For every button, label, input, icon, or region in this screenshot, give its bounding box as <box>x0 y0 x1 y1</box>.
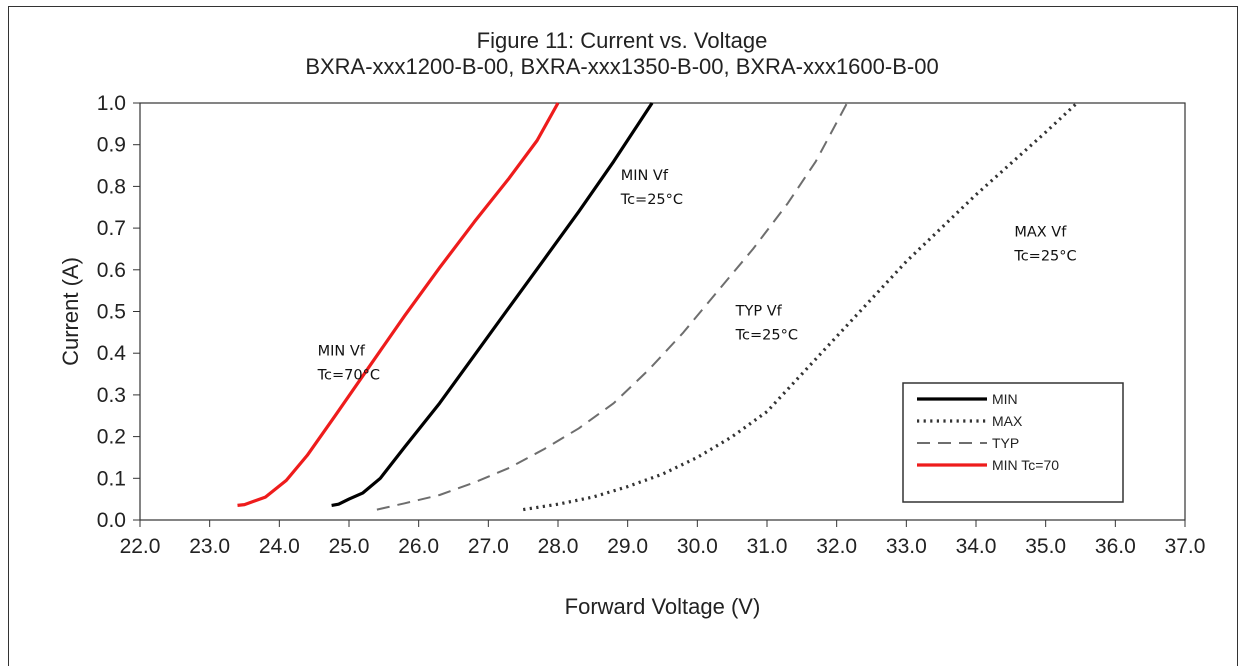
x-tick-label: 26.0 <box>398 535 439 558</box>
x-tick-label: 33.0 <box>886 535 927 558</box>
chart-subtitle: BXRA-xxx1200-B-00, BXRA-xxx1350-B-00, BX… <box>305 54 939 79</box>
y-tick-label: 0.8 <box>97 175 126 198</box>
x-tick-label: 24.0 <box>259 535 300 558</box>
annotation-label: Tc=25°C <box>735 328 798 344</box>
x-tick-label: 27.0 <box>468 535 509 558</box>
y-tick-label: 0.6 <box>97 259 126 282</box>
y-tick-label: 0.5 <box>97 301 126 324</box>
y-tick-label: 0.2 <box>97 426 126 449</box>
x-tick-label: 37.0 <box>1165 535 1206 558</box>
series-line-typ <box>376 102 848 511</box>
x-tick-label: 32.0 <box>816 535 857 558</box>
x-tick-label: 25.0 <box>329 535 370 558</box>
x-tick-label: 30.0 <box>677 535 718 558</box>
annotation-label: Tc=70°C <box>317 367 380 383</box>
y-tick-label: 0.4 <box>97 342 127 365</box>
series-line-min <box>331 102 654 507</box>
x-tick-label: 31.0 <box>747 535 788 558</box>
annotation-label: Tc=25°C <box>620 192 683 208</box>
y-tick-label: 1.0 <box>97 92 126 115</box>
figure-frame <box>8 6 1238 666</box>
series-line-max <box>522 101 1079 512</box>
annotation-label: MAX Vf <box>1014 224 1067 240</box>
legend-label: MIN <box>992 391 1018 407</box>
y-tick-label: 0.7 <box>97 217 126 240</box>
x-tick-label: 36.0 <box>1095 535 1136 558</box>
annotation-label: TYP Vf <box>735 304 783 320</box>
x-tick-label: 23.0 <box>189 535 230 558</box>
chart-title: Figure 11: Current vs. Voltage <box>476 28 768 53</box>
y-tick-label: 0.9 <box>97 134 126 157</box>
legend-label: MAX <box>992 413 1023 429</box>
series-line-min-tc-70 <box>237 102 560 507</box>
x-tick-label: 28.0 <box>538 535 579 558</box>
y-tick-label: 0.0 <box>97 509 126 532</box>
annotation-label: Tc=25°C <box>1013 248 1076 264</box>
x-tick-label: 29.0 <box>607 535 648 558</box>
y-tick-label: 0.3 <box>97 384 126 407</box>
x-tick-label: 35.0 <box>1025 535 1066 558</box>
legend-label: MIN Tc=70 <box>992 457 1059 473</box>
legend-label: TYP <box>992 435 1019 451</box>
annotation-label: MIN Vf <box>621 168 669 184</box>
x-axis-label: Forward Voltage (V) <box>565 594 761 619</box>
y-tick-label: 0.1 <box>97 467 126 490</box>
annotation-label: MIN Vf <box>318 343 366 359</box>
x-tick-label: 22.0 <box>120 535 161 558</box>
x-tick-label: 34.0 <box>956 535 997 558</box>
y-axis-label: Current (A) <box>58 257 83 366</box>
